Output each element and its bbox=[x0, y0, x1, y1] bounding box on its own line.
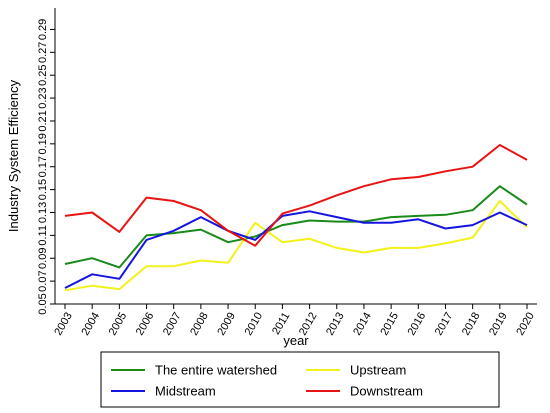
series-line-the-entire-watershed bbox=[64, 185, 528, 269]
legend-label: Downstream bbox=[350, 384, 423, 399]
y-tick-label: 0.23 bbox=[37, 87, 49, 108]
series-lines bbox=[64, 144, 528, 292]
y-tick-label: 0.19 bbox=[37, 133, 49, 154]
y-tick-label: 0.15 bbox=[37, 179, 49, 200]
y-tick-label: 0.09 bbox=[37, 248, 49, 269]
y-axis-title: Industry System Efficiency bbox=[6, 79, 21, 232]
y-axis-ticks: 0.05 0.070.09 0.11 0.13 0.15 0.17 0.19 0.21 0.23… bbox=[37, 19, 55, 315]
legend: The entire watershed Upstream Midstream Dow… bbox=[100, 351, 500, 408]
y-tick-label: 0.17 bbox=[37, 156, 49, 177]
y-tick-label: 0.05 bbox=[37, 293, 49, 314]
y-tick-label: 0.21 bbox=[37, 110, 49, 131]
y-tick-label: 0.11 bbox=[37, 225, 49, 246]
legend-label: Upstream bbox=[350, 363, 406, 378]
series-line-upstream bbox=[64, 200, 528, 292]
y-tick-label: 0.07 bbox=[37, 270, 49, 291]
y-tick-label: 0.25 bbox=[37, 64, 49, 85]
series-line-midstream bbox=[64, 210, 528, 289]
legend-label: The entire watershed bbox=[155, 363, 277, 378]
y-tick-label: 0.27 bbox=[37, 42, 49, 63]
y-tick-label: 0.29 bbox=[37, 19, 49, 40]
x-axis-title: year bbox=[283, 333, 309, 348]
legend-box bbox=[100, 351, 500, 408]
legend-label: Midstream bbox=[155, 384, 216, 399]
series-line-downstream bbox=[64, 144, 528, 247]
y-tick-label: 0.13 bbox=[37, 202, 49, 223]
